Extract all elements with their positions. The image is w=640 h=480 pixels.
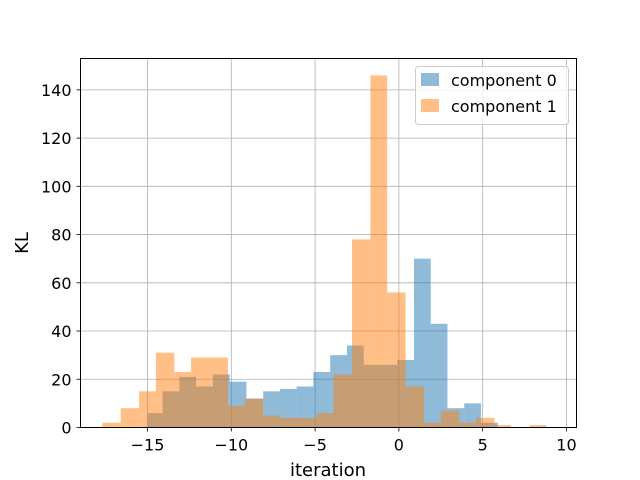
- histogram-bar-component-1: [351, 239, 371, 428]
- histogram-bar-component-1: [529, 425, 547, 428]
- legend: component 0 component 1: [415, 66, 569, 125]
- histogram-bar-component-1: [174, 372, 192, 428]
- x-tick-label: −10: [214, 436, 248, 455]
- histogram-bar-component-1: [155, 352, 175, 428]
- y-tick-label: 140: [41, 81, 72, 100]
- histogram-bar-component-1: [139, 391, 156, 428]
- histogram-bar-component-1: [244, 398, 264, 428]
- x-tick-label: 10: [556, 436, 576, 455]
- y-tick-label: 20: [51, 370, 71, 389]
- histogram-bar-component-1: [120, 408, 140, 428]
- legend-label-component-0: component 0: [451, 71, 557, 90]
- bars: [102, 75, 547, 428]
- histogram-bar-component-1: [333, 374, 352, 428]
- y-tick-label: 120: [41, 129, 72, 148]
- y-ticks: 0 20 40 60 80 100 120 140: [41, 81, 81, 438]
- x-ticks: −15 −10 −5 0 5 10: [131, 427, 577, 455]
- x-tick-label: −5: [303, 436, 327, 455]
- x-tick-label: 0: [394, 436, 404, 455]
- histogram-bar-component-1: [298, 417, 317, 428]
- x-axis-title: iteration: [290, 460, 366, 480]
- histogram-bar-component-1: [459, 422, 476, 428]
- histogram-bar-component-1: [191, 357, 210, 428]
- histogram-bar-component-1: [263, 415, 280, 428]
- histogram-bar-component-1: [227, 405, 245, 428]
- histogram-bar-component-0: [296, 386, 314, 428]
- histogram-bar-component-1: [494, 425, 512, 428]
- legend-label-component-1: component 1: [451, 97, 557, 116]
- histogram-bar-component-1: [405, 386, 425, 428]
- histogram-bar-component-1: [316, 413, 334, 428]
- y-tick-label: 100: [41, 177, 72, 196]
- histogram-bar-component-1: [424, 422, 441, 428]
- histogram-bar-component-0: [413, 258, 431, 428]
- y-tick-label: 0: [61, 419, 71, 438]
- legend-swatch-component-1: [421, 99, 439, 112]
- axes-frame: [80, 58, 577, 428]
- histogram-bar-component-1: [370, 75, 388, 428]
- histogram-bar-component-0: [430, 323, 448, 428]
- legend-frame: [415, 66, 569, 125]
- histogram-bar-component-1: [209, 357, 228, 428]
- legend-swatch-component-0: [421, 73, 439, 86]
- y-axis-title: KL: [12, 232, 33, 254]
- histogram-bar-component-1: [387, 292, 406, 428]
- histogram-bar-component-1: [279, 417, 299, 428]
- y-tick-label: 80: [51, 226, 71, 245]
- x-tick-label: −15: [131, 436, 165, 455]
- y-tick-label: 40: [51, 322, 71, 341]
- y-tick-label: 60: [51, 274, 71, 293]
- histogram-bar-component-1: [102, 422, 121, 428]
- histogram-bar-component-1: [440, 410, 460, 428]
- histogram-bar-component-1: [475, 417, 495, 428]
- x-tick-label: 5: [478, 436, 488, 455]
